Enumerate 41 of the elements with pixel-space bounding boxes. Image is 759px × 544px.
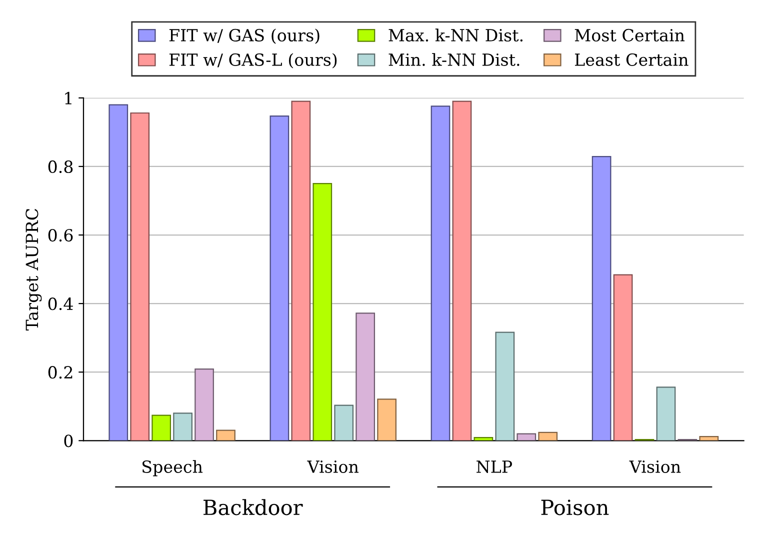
bar [270,116,290,441]
bar [152,414,172,441]
y-tick-label: 0.4 [48,298,73,310]
x-tick-label: Speech [142,460,203,476]
bar [194,368,214,441]
bar [495,332,515,441]
x-tick-label: NLP [476,460,512,473]
text: Poison [541,500,609,516]
bar [173,412,192,441]
text: Backdoor [204,499,303,516]
bar [699,436,719,441]
legend-label: FIT w/ GAS (ours) [169,28,320,44]
bar [516,433,536,441]
bar [613,274,633,441]
bar [474,437,494,441]
bar [356,312,376,441]
y-tick-label: 0.2 [48,366,72,379]
bar [312,183,332,441]
legend-label: Least Certain [574,53,688,66]
bar [452,100,472,441]
bar [430,106,450,441]
bar [108,104,128,441]
x-tick-label: Vision [629,460,681,473]
legend-label: Min. k-NN Dist. [388,53,520,66]
y-tick-label: 1 [65,92,72,104]
y-tick-label: 0 [64,434,73,448]
bar [592,156,612,441]
legend-label: Max. k-NN Dist. [388,28,523,42]
bar [334,404,354,441]
bar [656,386,676,441]
y-tick-label: 0.8 [48,160,73,174]
bar [130,112,150,441]
bar [216,430,236,441]
bar [538,432,558,441]
legend-label: FIT w/ GAS-L (ours) [169,53,337,68]
bar [291,100,311,441]
y-tick-label: 0.6 [48,228,73,242]
y-axis-title: Target AUPRC [26,208,42,331]
bar [377,398,396,441]
x-tick-label: Vision [307,460,359,473]
legend-label: Most Certain [574,28,685,42]
